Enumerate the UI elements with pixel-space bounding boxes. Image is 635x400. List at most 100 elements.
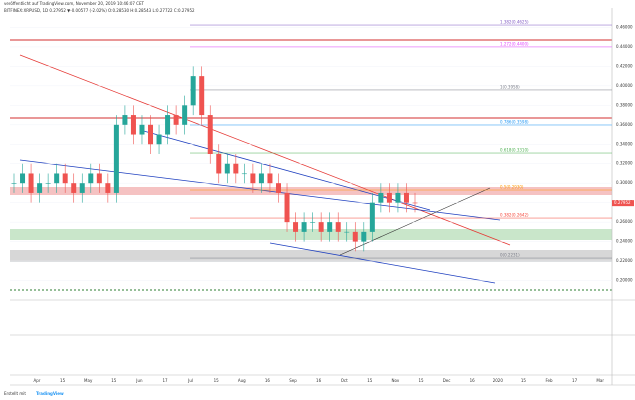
fib-label: 0.382(0.2642) <box>500 213 529 218</box>
candle-body <box>11 183 17 184</box>
x-tick-label: 2020 <box>493 378 504 383</box>
candle-body <box>344 231 350 233</box>
candle-body <box>139 124 145 135</box>
x-tick-label: 16 <box>265 378 271 383</box>
y-tick-label: 0.46000 <box>616 24 633 29</box>
grey-zone <box>10 250 612 262</box>
x-tick-label: May <box>84 378 93 383</box>
footer-made-with: Erstellt mit <box>4 391 26 396</box>
x-tick-label: Dec <box>443 378 451 383</box>
candle-body <box>148 124 154 145</box>
x-tick-label: Nov <box>391 378 399 383</box>
candle-body <box>190 76 196 106</box>
candle-body <box>96 173 102 184</box>
candle-body <box>105 183 111 193</box>
candle-body <box>403 192 409 203</box>
candle-body <box>335 222 341 232</box>
published-line: veröffentlicht auf TradingView.com, Nove… <box>4 1 144 6</box>
x-tick-label: Jun <box>135 378 143 383</box>
y-tick-label: 0.20000 <box>616 278 633 283</box>
candle-body <box>207 115 213 154</box>
candle-body <box>318 222 324 232</box>
candle-body <box>88 173 94 184</box>
fib-label: 0.786(0.3598) <box>500 119 529 124</box>
y-tick-label: 0.32000 <box>616 161 633 166</box>
candle-body <box>199 76 205 116</box>
x-tick-label: Feb <box>545 378 553 383</box>
candle-body <box>369 202 375 232</box>
candle-body <box>173 115 179 125</box>
candle-body <box>71 183 77 193</box>
last-price-label: 0.27952 <box>614 200 631 205</box>
symbol-line: BITFINEX:XRPUSD, 1D 0.27952 ▼-0.00577 (-… <box>4 8 195 13</box>
x-tick-label: Mar <box>596 378 604 383</box>
support-zone <box>10 229 612 240</box>
support-line <box>339 187 491 256</box>
candle-body <box>275 183 281 193</box>
candle-body <box>258 173 264 184</box>
candle-body <box>352 231 358 242</box>
candle-body <box>224 163 230 174</box>
x-tick-label: 15 <box>214 378 220 383</box>
candle-body <box>122 115 128 125</box>
candle-body <box>28 173 34 193</box>
candle-body <box>37 183 43 193</box>
y-tick-label: 0.34000 <box>616 141 633 146</box>
candle-body <box>156 134 162 145</box>
x-tick-label: 15 <box>60 378 66 383</box>
x-tick-label: 16 <box>470 378 476 383</box>
y-tick-label: 0.38000 <box>616 102 633 107</box>
resistance-zone <box>10 187 612 195</box>
fib-label: 1.382(0.4625) <box>500 20 529 25</box>
candle-body <box>45 183 51 184</box>
candle-body <box>284 192 290 223</box>
x-tick-label: 17 <box>162 378 168 383</box>
candle-body <box>301 222 307 232</box>
candle-body <box>293 222 299 232</box>
candle-body <box>182 105 188 125</box>
x-tick-label: 15 <box>521 378 527 383</box>
candle-body <box>267 173 273 184</box>
candle-body <box>310 222 316 223</box>
x-tick-label: 15 <box>367 378 373 383</box>
y-tick-label: 0.44000 <box>616 44 633 49</box>
candle-body <box>395 192 401 203</box>
candle-body <box>130 115 136 135</box>
candle-body <box>378 192 384 203</box>
candle-body <box>62 173 68 184</box>
y-tick-label: 0.26000 <box>616 219 633 224</box>
candle-body <box>20 173 26 184</box>
x-tick-label: Jul <box>187 378 193 383</box>
x-tick-label: 15 <box>418 378 424 383</box>
candle-body <box>233 163 239 174</box>
candle-body <box>216 154 222 174</box>
y-tick-label: 0.30000 <box>616 180 633 185</box>
x-tick-label: 15 <box>111 378 117 383</box>
candle-body <box>327 222 333 232</box>
candle-body <box>250 173 256 184</box>
fib-label: 1(0.3958) <box>500 84 520 89</box>
candle-body <box>412 202 418 204</box>
fib-label: 0(0.2231) <box>500 253 520 258</box>
x-tick-label: 17 <box>572 378 578 383</box>
y-tick-label: 0.24000 <box>616 239 633 244</box>
footer-brand: TradingView <box>36 391 64 396</box>
y-tick-label: 0.36000 <box>616 122 633 127</box>
x-tick-label: Sep <box>289 378 297 383</box>
candle-body <box>165 115 171 135</box>
y-tick-label: 0.22000 <box>616 258 633 263</box>
y-tick-label: 0.42000 <box>616 63 633 68</box>
candle-body <box>241 173 247 175</box>
fib-label: 0.5(0.2930) <box>500 185 524 190</box>
x-tick-label: Oct <box>341 378 348 383</box>
y-tick-label: 0.40000 <box>616 83 633 88</box>
candle-body <box>386 192 392 203</box>
fib-label: 0.618(0.3310) <box>500 148 529 153</box>
candle-body <box>113 124 119 193</box>
channel-line <box>269 242 496 284</box>
fib-label: 1.272(0.4400) <box>500 41 529 46</box>
x-tick-label: Aug <box>238 378 246 383</box>
last-price-box <box>612 200 634 207</box>
x-tick-label: 16 <box>316 378 322 383</box>
